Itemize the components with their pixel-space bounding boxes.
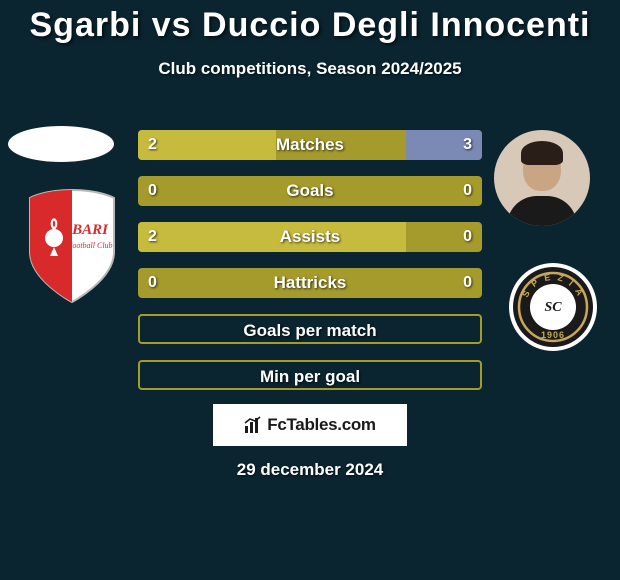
stat-label: Goals <box>138 176 482 206</box>
stat-row: 00Hattricks <box>138 268 482 298</box>
stat-row: Min per goal <box>138 360 482 390</box>
stat-label: Min per goal <box>140 362 480 388</box>
club2-badge: SC S P E Z I A 1906 <box>508 262 598 352</box>
stat-label: Matches <box>138 130 482 160</box>
chart-icon <box>244 416 262 434</box>
club1-badge: BARI Football Club <box>22 186 122 306</box>
stats-bars: 23Matches 00Goals 20Assists 00Hattricks Goal… <box>138 130 482 406</box>
stat-row: 23Matches <box>138 130 482 160</box>
svg-text:1906: 1906 <box>541 330 565 340</box>
watermark-text: FcTables.com <box>267 415 376 435</box>
stat-label: Hattricks <box>138 268 482 298</box>
stat-row: 00Goals <box>138 176 482 206</box>
stat-label: Goals per match <box>140 316 480 342</box>
comparison-infographic: Sgarbi vs Duccio Degli Innocenti Club co… <box>0 6 620 580</box>
player2-avatar <box>494 130 590 226</box>
svg-text:SC: SC <box>544 300 562 315</box>
stat-label: Assists <box>138 222 482 252</box>
date-text: 29 december 2024 <box>0 460 620 480</box>
watermark: FcTables.com <box>213 404 407 446</box>
page-title: Sgarbi vs Duccio Degli Innocenti <box>0 6 620 45</box>
stat-row: Goals per match <box>138 314 482 344</box>
svg-text:BARI: BARI <box>71 222 109 238</box>
stat-row: 20Assists <box>138 222 482 252</box>
player1-avatar-placeholder <box>8 126 114 162</box>
page-subtitle: Club competitions, Season 2024/2025 <box>0 59 620 79</box>
svg-text:Football Club: Football Club <box>66 241 112 250</box>
